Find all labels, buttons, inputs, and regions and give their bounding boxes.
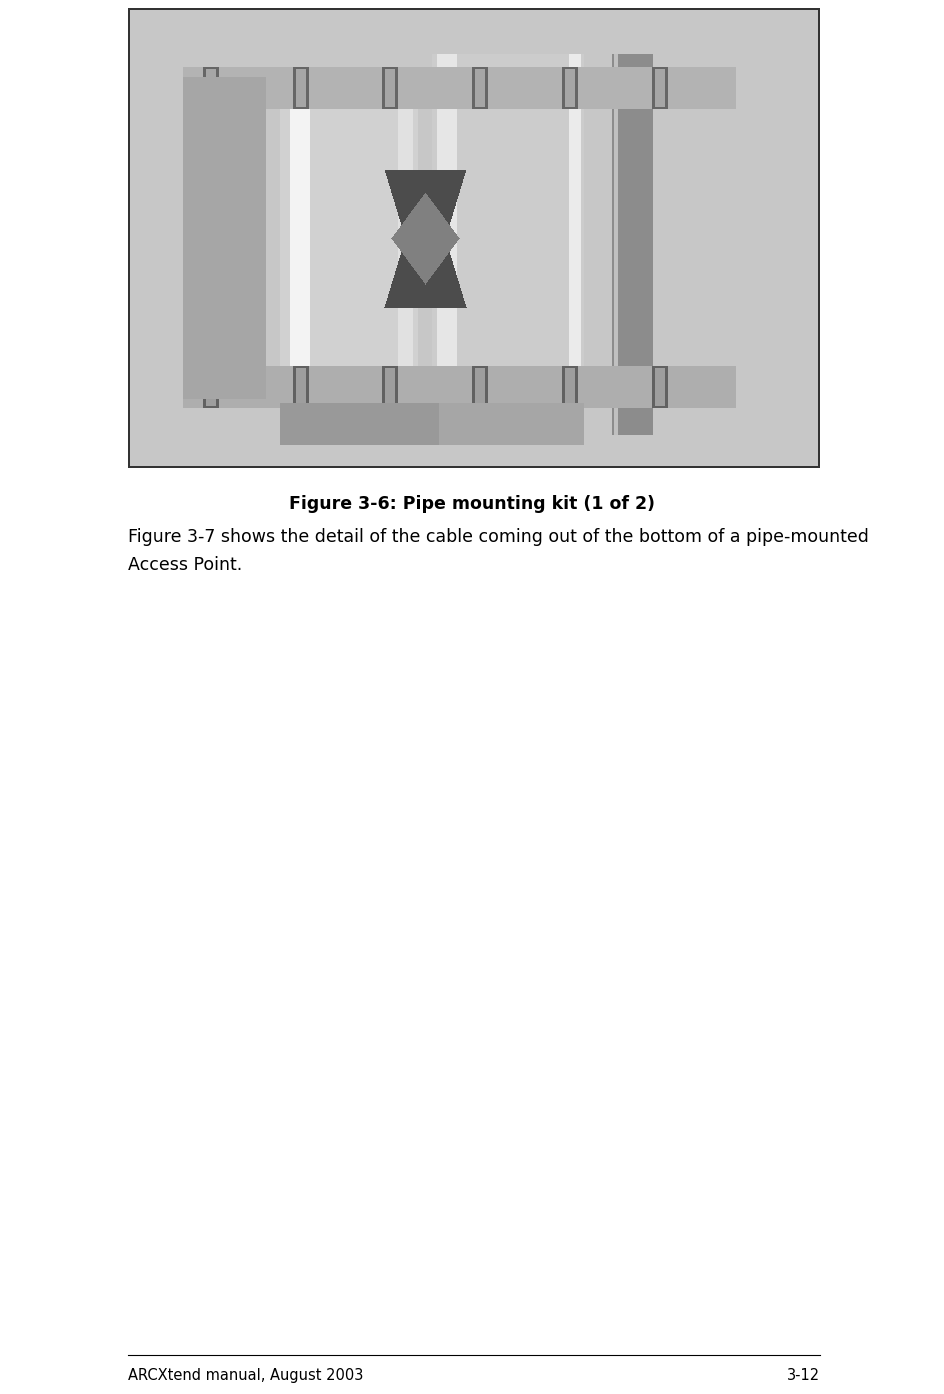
Text: 3-12: 3-12 bbox=[787, 1368, 820, 1383]
Text: Access Point.: Access Point. bbox=[128, 556, 243, 574]
Text: Figure 3-6: Pipe mounting kit (1 of 2): Figure 3-6: Pipe mounting kit (1 of 2) bbox=[289, 495, 655, 513]
Text: Figure 3-7 shows the detail of the cable coming out of the bottom of a pipe-moun: Figure 3-7 shows the detail of the cable… bbox=[128, 528, 868, 546]
Text: ARCXtend manual, August 2003: ARCXtend manual, August 2003 bbox=[128, 1368, 363, 1383]
